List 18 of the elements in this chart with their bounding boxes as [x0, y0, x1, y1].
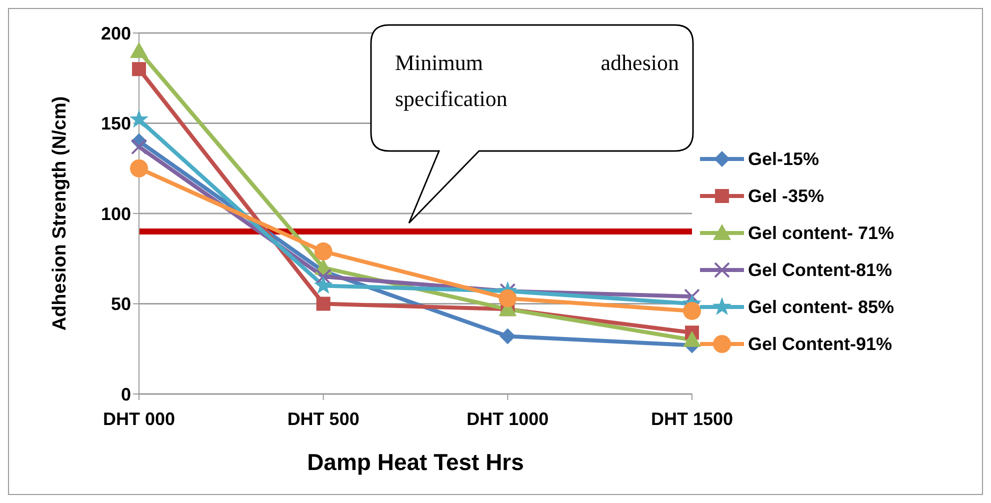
- legend-label: Gel Content-91%: [748, 334, 892, 354]
- legend-label: Gel Content-81%: [748, 260, 892, 280]
- annotation: Minimum adhesion specification: [395, 50, 679, 111]
- x-tick-label: DHT 1500: [650, 408, 734, 429]
- x-tick-label: DHT 1000: [466, 408, 549, 429]
- legend-label: Gel-15%: [748, 148, 820, 170]
- legend-label: Gel content- 85%: [748, 296, 894, 318]
- legend-label: Gel content- 71%: [748, 222, 894, 244]
- x-axis-title: Damp Heat Test Hrs: [307, 449, 524, 475]
- y-tick-label: 0: [120, 384, 131, 404]
- x-tick-label: DHT 500: [287, 408, 360, 429]
- y-tick-label: 50: [110, 294, 131, 314]
- y-tick-label: 100: [100, 204, 131, 224]
- y-tick-label: 150: [100, 114, 131, 134]
- y-tick-label: 200: [100, 23, 131, 44]
- y-axis-title: Adhesion Strength (N/cm): [50, 96, 71, 331]
- legend-label: Gel -35%: [748, 186, 824, 206]
- x-tick-label: DHT 000: [102, 408, 176, 429]
